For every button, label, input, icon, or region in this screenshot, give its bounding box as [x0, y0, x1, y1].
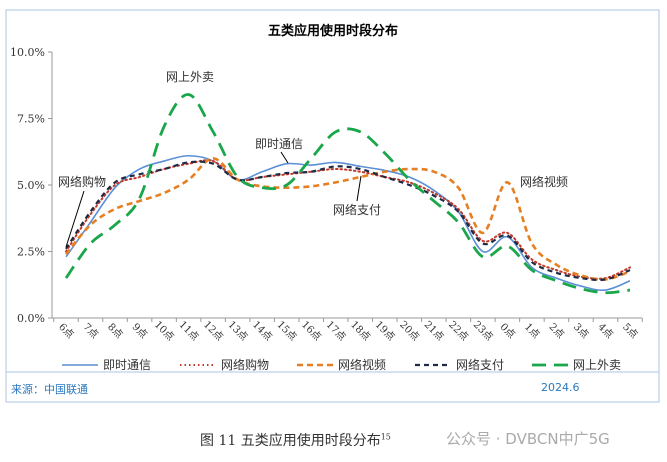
legend-label: 即时通信 [103, 358, 151, 372]
legend-label: 网络购物 [221, 357, 269, 372]
annotation-leader [356, 175, 362, 202]
chart: 五类应用使用时段分布 0.0%2.5%5.0%7.5%10.0%6点 7点 8点 9点… [5, 9, 660, 403]
series-line-网络购物 [65, 159, 631, 280]
source-text: 来源：中国联通 [11, 383, 88, 396]
caption-footnote: 15 [380, 432, 391, 442]
y-tick-label: 10.0% [10, 46, 45, 59]
series-line-网上外卖 [64, 93, 631, 295]
watermark: 公众号 · DVBCN中广5G [446, 430, 610, 448]
annotation-label: 网上外卖 [166, 70, 214, 84]
annotation-label: 网络视频 [520, 174, 568, 189]
y-tick-label: 0.0% [17, 312, 45, 325]
y-tick-label: 5.0% [17, 179, 45, 192]
series-line-网络支付 [65, 160, 631, 282]
annotation-label: 网络购物 [58, 174, 106, 189]
legend-label: 网上外卖 [573, 358, 621, 372]
y-tick-label: 7.5% [17, 113, 45, 126]
annotation-leader [65, 190, 85, 248]
date-text: 2024.6 [541, 381, 580, 394]
annotation-leader [280, 151, 289, 164]
series-line-即时通信 [65, 154, 631, 292]
annotation-label: 网络支付 [333, 202, 381, 217]
legend-label: 网络视频 [338, 357, 386, 372]
figure-caption: 图 11 五类应用使用时段分布15 [200, 430, 391, 450]
chart-frame [5, 9, 660, 403]
series-line-网络视频 [64, 157, 631, 281]
annotation-label: 即时通信 [255, 137, 303, 151]
chart-title: 五类应用使用时段分布 [268, 23, 398, 39]
legend-label: 网络支付 [456, 357, 504, 372]
y-tick-label: 2.5% [17, 246, 45, 259]
caption-text: 图 11 五类应用使用时段分布 [200, 433, 381, 449]
